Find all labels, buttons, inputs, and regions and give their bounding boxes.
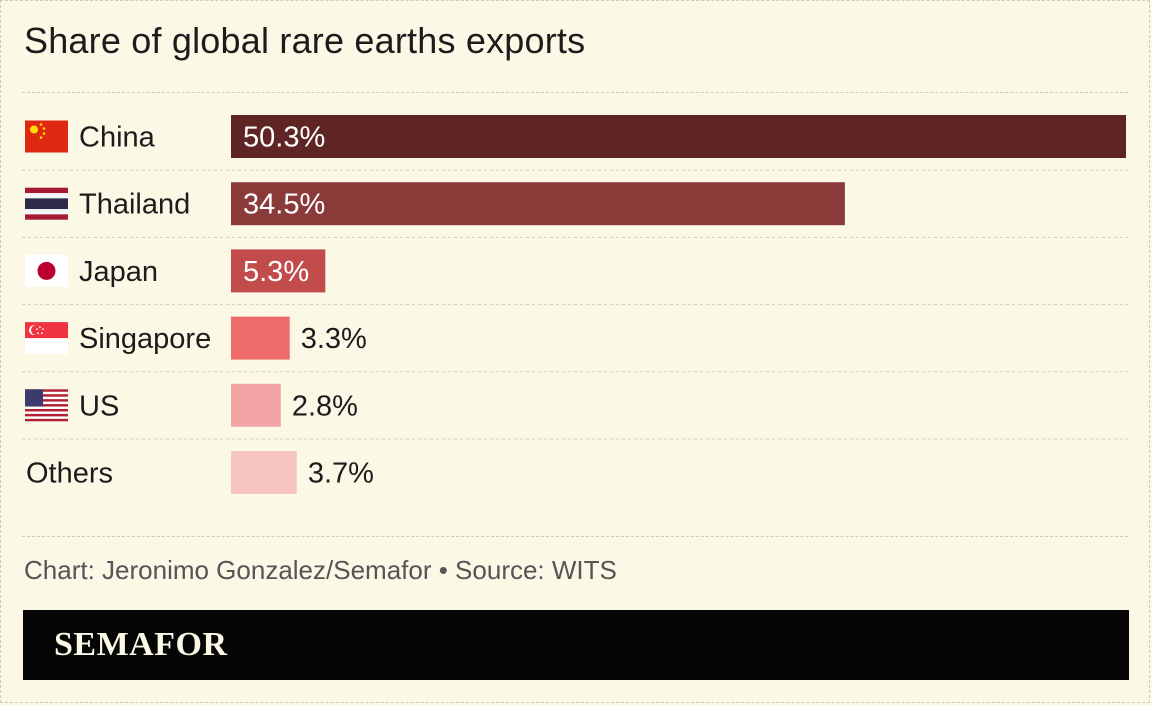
title-separator xyxy=(22,92,1128,93)
category-label: US xyxy=(79,390,119,422)
us-flag-icon xyxy=(25,389,68,422)
chart-title: Share of global rare earths exports xyxy=(24,20,586,61)
thailand-flag-icon xyxy=(25,187,68,220)
value-label: 34.5% xyxy=(243,189,325,221)
value-label: 50.3% xyxy=(243,122,325,154)
value-label: 2.8% xyxy=(292,390,358,422)
singapore-flag-icon xyxy=(25,322,68,355)
category-label: China xyxy=(79,122,156,154)
chart-credit: Chart: Jeronimo Gonzalez/Semafor • Sourc… xyxy=(24,555,617,585)
value-label: 5.3% xyxy=(243,256,309,288)
bar xyxy=(231,115,1126,158)
bar xyxy=(231,182,845,226)
japan-flag-icon xyxy=(25,254,68,287)
category-label: Thailand xyxy=(79,189,190,221)
category-label: Others xyxy=(26,458,113,490)
category-label: Singapore xyxy=(79,323,211,355)
category-label: Japan xyxy=(79,256,158,288)
bar-chart: China 50.3% Thailand 34.5% Japan 5.3% Singapor… xyxy=(22,115,1128,494)
credit-separator xyxy=(22,536,1128,537)
value-label: 3.3% xyxy=(301,323,367,355)
bar xyxy=(231,249,326,293)
semafor-logo: SEMAFOR xyxy=(54,626,228,663)
footer-bar: SEMAFOR xyxy=(23,610,1129,680)
china-flag-icon xyxy=(25,120,68,153)
value-label: 3.7% xyxy=(308,458,374,490)
bar xyxy=(231,316,290,360)
bar xyxy=(231,383,281,427)
bar xyxy=(231,451,297,494)
